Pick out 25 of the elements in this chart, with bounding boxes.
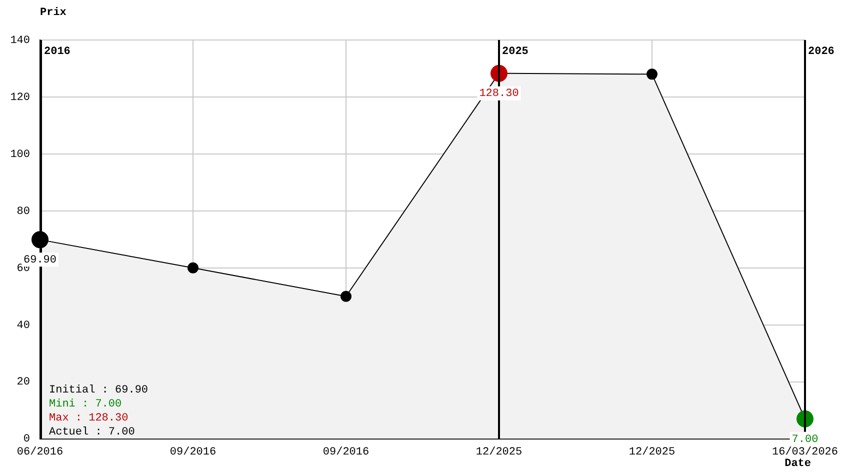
x-tick-label: 06/2016 [16,446,64,458]
x-tick-label: 09/2016 [322,446,370,458]
data-label: 7.00 [792,434,818,446]
y-tick-label: 0 [23,434,30,446]
y-axis-title: Prix [40,6,67,19]
y-tick-label: 40 [16,320,30,332]
data-label: 69.90 [23,254,57,267]
ref-line-label: 2025 [502,46,529,58]
y-tick-label: 80 [16,206,30,218]
annotation: Initial : 69.90 [49,384,148,397]
annotation: Actuel : 7.00 [49,426,135,439]
x-tick-label: 12/2025 [628,446,676,458]
x-tick-label: 09/2016 [170,446,216,458]
x-axis-title: Date [784,458,812,470]
annotation: Max : 128.30 [49,412,128,425]
y-tick-label: 120 [10,92,30,104]
x-tick-label: 16/03/2026 [772,446,838,458]
ref-line-label: 2026 [808,46,834,58]
y-tick-label: 100 [10,148,30,161]
data-label: 128.30 [479,88,519,100]
y-tick-label: 20 [16,376,30,389]
x-tick-label: 12/2025 [476,446,522,458]
annotation: Mini : 7.00 [49,398,122,411]
ref-line-label: 2016 [44,46,70,58]
y-tick-label: 140 [10,34,30,47]
